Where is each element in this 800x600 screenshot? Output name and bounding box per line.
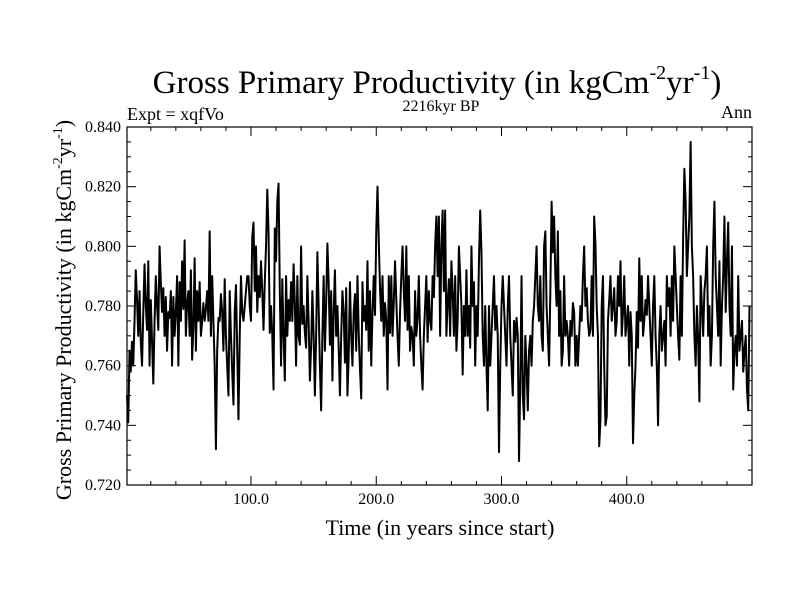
chart-title: Gross Primary Productivity (in kgCm-2yr-… <box>153 62 722 101</box>
experiment-label: Expt = xqfVo <box>127 104 224 124</box>
y-axis-label: Gross Primary Productivity (in kgCm-2yr-… <box>51 120 76 500</box>
y-tick-label: 0.720 <box>85 477 121 494</box>
x-tick-label: 100.0 <box>233 491 269 508</box>
chart-subtitle: 2216kyr BP <box>403 98 480 115</box>
y-tick-label: 0.800 <box>85 238 121 255</box>
y-tick-label: 0.780 <box>85 298 121 315</box>
season-label: Ann <box>721 102 752 122</box>
y-axis-ticks: 0.720 0.740 0.760 0.780 0.800 0.820 0.840 <box>85 119 752 494</box>
x-tick-label: 400.0 <box>609 491 645 508</box>
x-axis-label: Time (in years since start) <box>326 515 555 540</box>
y-tick-label: 0.740 <box>85 417 121 434</box>
y-tick-label: 0.760 <box>85 358 121 375</box>
y-tick-label: 0.840 <box>85 119 121 136</box>
x-axis-ticks: 100.0 200.0 300.0 400.0 <box>150 127 728 508</box>
x-tick-label: 200.0 <box>358 491 394 508</box>
series-line-gpp <box>126 140 751 463</box>
y-tick-label: 0.820 <box>85 179 121 196</box>
x-tick-label: 300.0 <box>483 491 519 508</box>
